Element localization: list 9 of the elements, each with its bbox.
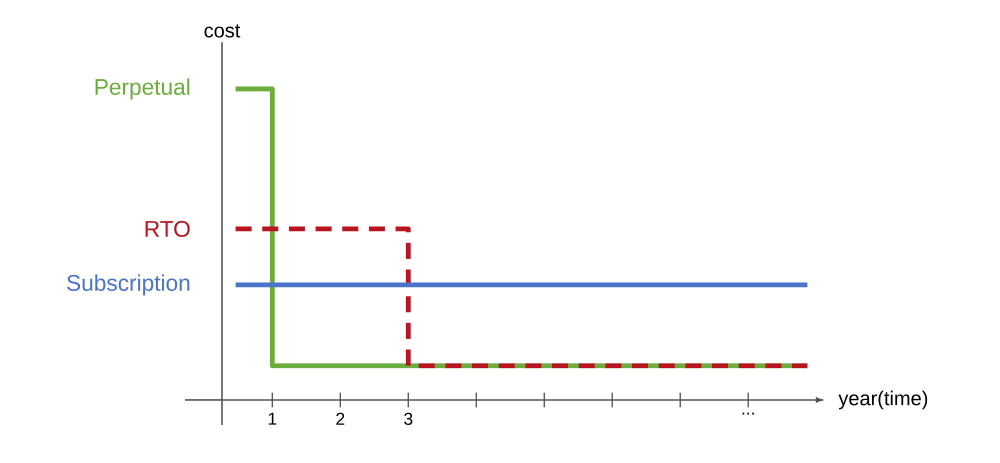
x-tick-label: 3 [404, 412, 412, 425]
x-tick-label: 2 [336, 412, 344, 425]
x-axis-title: year(time) [838, 390, 928, 410]
x-tick-label: 1 [268, 412, 276, 425]
y-axis-title: cost [204, 24, 240, 38]
text: Subscription [67, 274, 190, 296]
x-tick-label: ... [742, 412, 754, 415]
text: Perpetual [96, 78, 190, 100]
text: RTO [146, 220, 190, 237]
